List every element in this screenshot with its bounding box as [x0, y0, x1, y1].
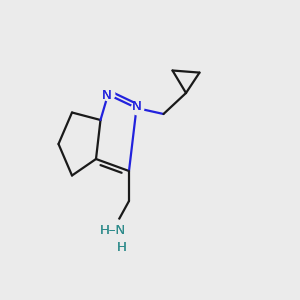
Text: N: N [102, 89, 111, 103]
Text: H: H [117, 241, 126, 254]
Text: H–N: H–N [99, 224, 126, 238]
Text: N: N [102, 89, 111, 103]
Text: H: H [117, 241, 126, 254]
Text: N: N [132, 100, 141, 113]
Text: H–N: H–N [99, 224, 126, 238]
Text: N: N [132, 100, 141, 113]
